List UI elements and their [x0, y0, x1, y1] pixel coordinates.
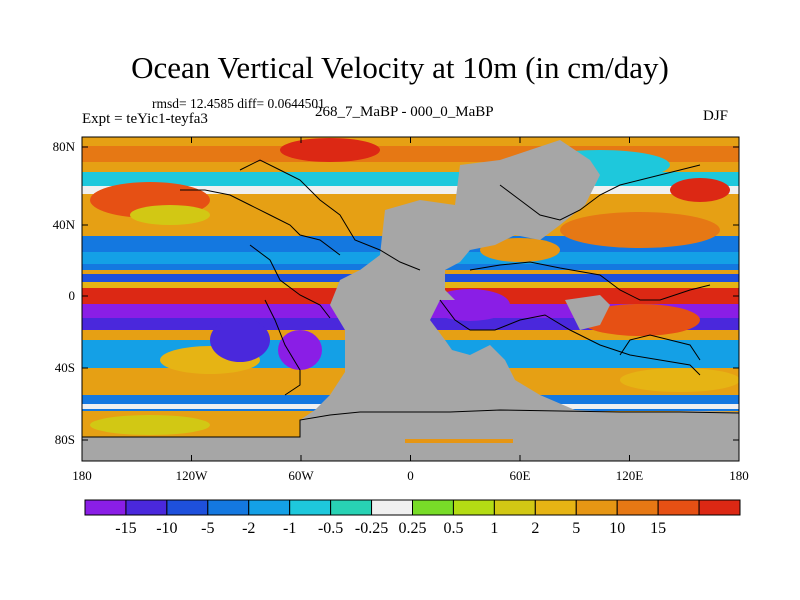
- plot-title: Ocean Vertical Velocity at 10m (in cm/da…: [131, 50, 669, 85]
- colorbar-swatch: [698, 499, 741, 516]
- colorbar: -15 -10 -5 -2 -1 -0.5 -0.25 0.25 0.5 1 2 5 10 15: [84, 499, 741, 537]
- colorbar-swatch: [125, 499, 168, 516]
- colorbar-label: -1: [283, 520, 296, 537]
- colorbar-swatch: [657, 499, 700, 516]
- colorbar-label: 5: [572, 520, 580, 537]
- colorbar-label: -2: [242, 520, 255, 537]
- land-mass: [82, 140, 739, 461]
- colorbar-label: 2: [531, 520, 539, 537]
- colorbar-swatch: [575, 499, 618, 516]
- colorbar-swatch: [289, 499, 332, 516]
- x-tick-label: 120E: [616, 468, 644, 483]
- colorbar-swatch: [493, 499, 536, 516]
- x-tick-label: 60E: [510, 468, 531, 483]
- y-tick-label: 40N: [53, 217, 76, 232]
- colorbar-swatch: [371, 499, 413, 516]
- colorbar-label: -0.25: [355, 520, 388, 537]
- coastlines: [82, 159, 739, 438]
- x-tick-label: 120W: [176, 468, 209, 483]
- colorbar-swatch: [248, 499, 291, 516]
- x-tick-label: 180: [72, 468, 92, 483]
- colorbar-swatch: [412, 499, 454, 516]
- colorbar-swatch: [166, 499, 209, 516]
- colorbar-label: -5: [201, 520, 214, 537]
- period-label: 268_7_MaBP - 000_0_MaBP: [315, 104, 494, 120]
- colorbar-label: 1: [490, 520, 498, 537]
- colorbar-label: -10: [156, 520, 177, 537]
- axis-ticks: 180 120W 60W 0 60E 120E 180 80N 40N 0 40S 80S: [53, 137, 749, 483]
- colorbar-swatch: [330, 499, 373, 516]
- colorbar-label: 15: [650, 520, 666, 537]
- x-tick-label: 0: [407, 468, 414, 483]
- colorbar-label: 0.5: [443, 520, 463, 537]
- y-tick-label: 40S: [55, 360, 75, 375]
- experiment-label: Expt = teYic1-teyfa3: [82, 111, 208, 127]
- colorbar-swatch: [534, 499, 577, 516]
- season-label: DJF: [702, 108, 728, 124]
- map-field: [82, 137, 739, 461]
- y-tick-label: 0: [69, 288, 76, 303]
- colorbar-swatch: [207, 499, 250, 516]
- colorbar-swatch: [452, 499, 495, 516]
- x-tick-label: 180: [729, 468, 749, 483]
- rmsd-diff-text: rmsd= 12.4585 diff= 0.0644501: [152, 96, 325, 111]
- x-tick-label: 60W: [288, 468, 314, 483]
- colorbar-swatch: [84, 499, 127, 516]
- colorbar-label: 10: [609, 520, 625, 537]
- y-tick-label: 80N: [53, 139, 76, 154]
- colorbar-label: -15: [115, 520, 136, 537]
- colorbar-label: -0.5: [318, 520, 343, 537]
- colorbar-label: 0.25: [399, 520, 427, 537]
- colorbar-swatch: [616, 499, 659, 516]
- y-tick-label: 80S: [55, 432, 75, 447]
